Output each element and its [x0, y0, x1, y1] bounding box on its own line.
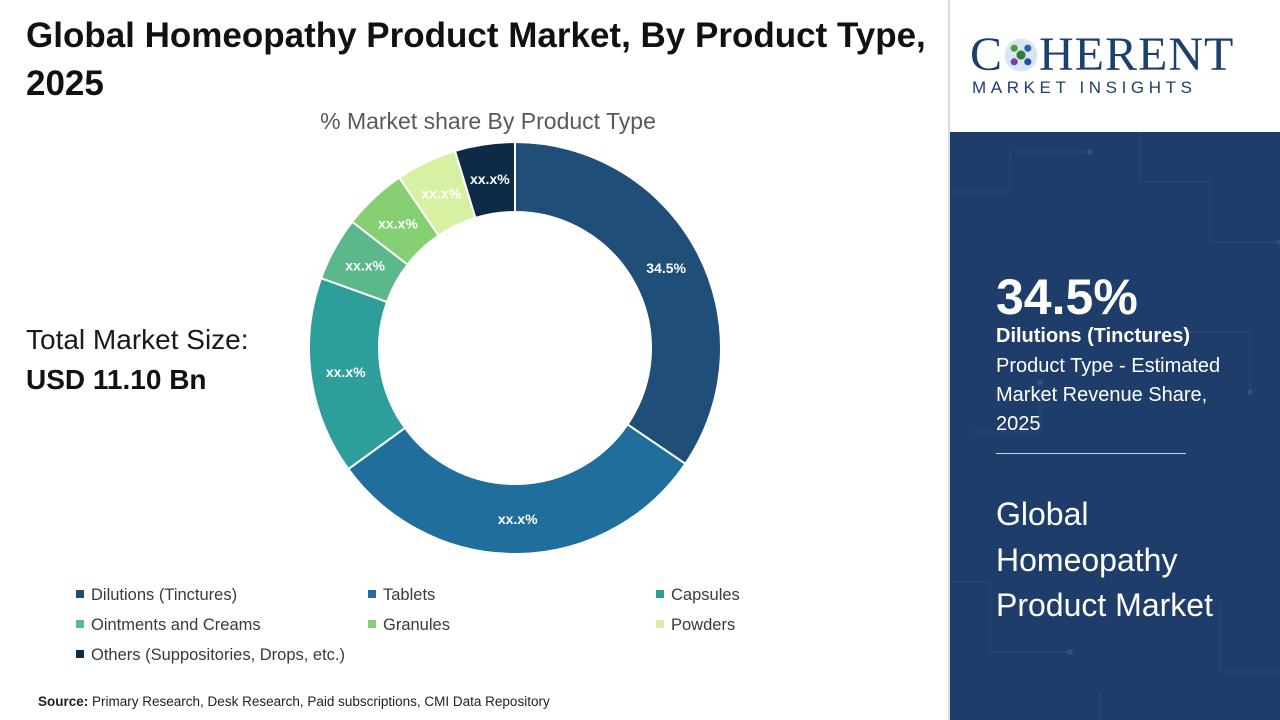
highlight-market-name: Global Homeopathy Product Market	[996, 496, 1213, 623]
donut-data-label-1: xx.x%	[498, 511, 538, 527]
legend-label-6: Others (Suppositories, Drops, etc.)	[91, 646, 346, 664]
legend-item-1: Tablets	[368, 586, 435, 605]
source-text: Primary Research, Desk Research, Paid su…	[92, 694, 550, 709]
legend-label-0: Dilutions (Tinctures)	[91, 586, 238, 604]
panel-background-pattern	[950, 132, 1280, 720]
legend-swatch-4	[368, 619, 376, 628]
legend-label-5: Powders	[671, 616, 736, 634]
legend-swatch-1	[368, 589, 376, 598]
brand-logo: C HERENT	[970, 30, 1234, 80]
donut-data-label-5: xx.x%	[421, 186, 461, 202]
legend-item-4: Granules	[368, 616, 450, 635]
legend-swatch-2	[656, 589, 664, 598]
source-note: Source: Primary Research, Desk Research,…	[38, 694, 550, 709]
legend-swatch-3	[76, 619, 84, 628]
market-size-label: Total Market Size:	[26, 324, 249, 355]
chart-area: Global Homeopathy Product Market, By Pro…	[26, 16, 926, 709]
globe-icon	[1004, 38, 1039, 72]
legend-label-3: Ointments and Creams	[91, 616, 261, 634]
legend-swatch-6	[76, 649, 84, 658]
donut-chart: 34.5%xx.x%xx.x%xx.x%xx.x%xx.x%xx.x%	[308, 140, 722, 555]
donut-slice-6	[453, 140, 516, 220]
page-title: Global Homeopathy Product Market, By Pro…	[26, 16, 926, 103]
donut-data-label-2: xx.x%	[326, 364, 366, 380]
legend-swatch-0	[76, 589, 84, 598]
logo-tagline: MARKET INSIGHTS	[972, 78, 1197, 97]
source-label: Source:	[38, 694, 89, 709]
legend-item-3: Ointments and Creams	[76, 616, 261, 635]
legend-item-0: Dilutions (Tinctures)	[76, 586, 237, 605]
donut-data-label-0: 34.5%	[646, 260, 686, 276]
legend-label-2: Capsules	[671, 586, 740, 604]
legend-swatch-5	[656, 619, 664, 628]
legend-item-5: Powders	[656, 616, 735, 635]
logo-letters: HERENT	[1039, 28, 1235, 81]
highlight-divider	[996, 453, 1186, 454]
highlight-panel: 34.5% Dilutions (Tinctures) Product Type…	[950, 132, 1280, 720]
legend-label-4: Granules	[383, 616, 450, 634]
chart-title: % Market share By Product Type	[320, 108, 656, 134]
legend-item-2: Capsules	[656, 586, 740, 605]
donut-data-label-3: xx.x%	[345, 258, 385, 274]
donut-data-label-6: xx.x%	[470, 171, 510, 187]
panel-divider	[948, 0, 950, 720]
logo-area: C HERENT MARKET INSIGHTS	[950, 0, 1280, 132]
donut-data-label-4: xx.x%	[378, 215, 418, 231]
logo-letter-c: C	[970, 28, 1004, 81]
highlight-segment: Dilutions (Tinctures)	[996, 325, 1191, 347]
market-size-value: USD 11.10 Bn	[26, 364, 207, 395]
donut-slice-1	[346, 423, 687, 555]
donut-slice-0	[514, 140, 722, 466]
legend-label-1: Tablets	[383, 586, 436, 604]
highlight-percentage: 34.5%	[996, 269, 1138, 325]
highlight-description: Product Type - Estimated Market Revenue …	[996, 355, 1221, 435]
legend-item-6: Others (Suppositories, Drops, etc.)	[76, 646, 345, 665]
